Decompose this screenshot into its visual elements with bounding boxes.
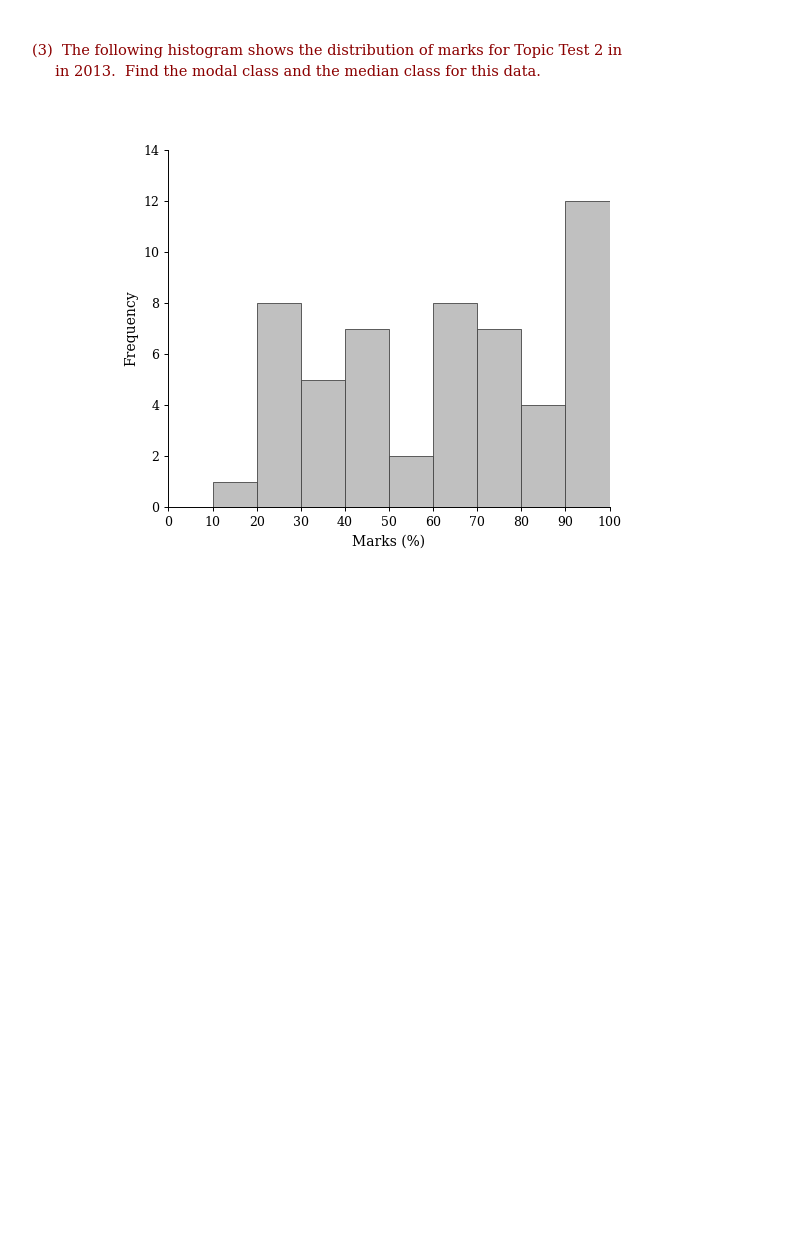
Bar xyxy=(257,303,301,507)
Bar xyxy=(477,329,521,507)
Y-axis label: Frequency: Frequency xyxy=(124,290,138,367)
Bar xyxy=(521,406,565,507)
Bar xyxy=(565,202,610,507)
Text: in 2013.  Find the modal class and the median class for this data.: in 2013. Find the modal class and the me… xyxy=(32,65,541,79)
Bar xyxy=(433,303,477,507)
Bar xyxy=(389,456,433,507)
Bar xyxy=(301,379,345,507)
Bar xyxy=(345,329,389,507)
Bar xyxy=(213,482,257,507)
X-axis label: Marks (%): Marks (%) xyxy=(352,535,426,548)
Text: (3)  The following histogram shows the distribution of marks for Topic Test 2 in: (3) The following histogram shows the di… xyxy=(32,44,622,58)
